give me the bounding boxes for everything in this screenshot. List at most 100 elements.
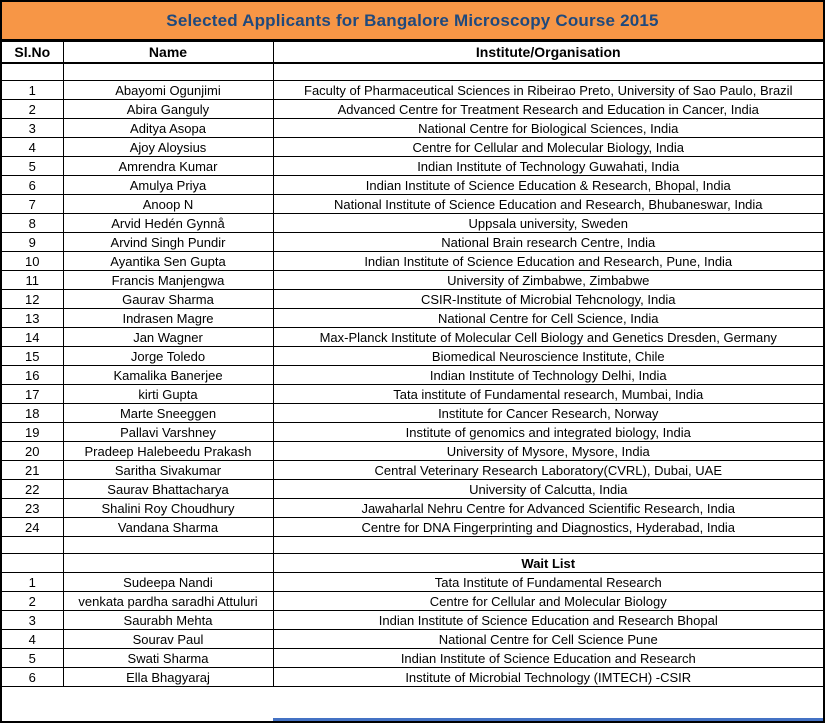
cell-slno: 11 — [2, 270, 64, 290]
cell-name: Jan Wagner — [62, 327, 274, 347]
table-row: 8 Arvid Hedén Gynnå Uppsala university, … — [2, 213, 823, 233]
cell-slno: 2 — [2, 99, 64, 119]
cell-name: Vandana Sharma — [62, 517, 274, 537]
table-row: 10 Ayantika Sen Gupta Indian Institute o… — [2, 251, 823, 271]
cell-name: Saurav Bhattacharya — [62, 479, 274, 499]
cell-institute: Indian Institute of Science Education an… — [272, 251, 823, 271]
table-row: 15 Jorge Toledo Biomedical Neuroscience … — [2, 346, 823, 366]
cell-slno: 6 — [2, 667, 64, 687]
empty-cell — [272, 536, 823, 554]
cell-slno: 1 — [2, 572, 64, 592]
cell-name: Abayomi Ogunjimi — [62, 80, 274, 100]
table-row: 21 Saritha Sivakumar Central Veterinary … — [2, 460, 823, 480]
cell-name: Aditya Asopa — [62, 118, 274, 138]
cell-name: Kamalika Banerjee — [62, 365, 274, 385]
cell-institute: National Institute of Science Education … — [272, 194, 823, 214]
cell-institute: Tata institute of Fundamental research, … — [272, 384, 823, 404]
cell-institute: Indian Institute of Technology Guwahati,… — [272, 156, 823, 176]
cell-name: Arvind Singh Pundir — [62, 232, 274, 252]
cell-institute: Indian Institute of Science Education & … — [272, 175, 823, 195]
empty-cell — [272, 62, 823, 81]
empty-cell — [2, 553, 64, 573]
cell-slno: 18 — [2, 403, 64, 423]
empty-cell — [62, 536, 274, 554]
cell-slno: 13 — [2, 308, 64, 328]
table-row: 6 Ella Bhagyaraj Institute of Microbial … — [2, 667, 823, 687]
cell-name: Ajoy Aloysius — [62, 137, 274, 157]
cell-institute: Institute of Microbial Technology (IMTEC… — [272, 667, 823, 687]
table-row: 12 Gaurav Sharma CSIR-Institute of Micro… — [2, 289, 823, 309]
table-row: 18 Marte Sneeggen Institute for Cancer R… — [2, 403, 823, 423]
cell-institute: Jawaharlal Nehru Centre for Advanced Sci… — [272, 498, 823, 518]
cell-slno: 5 — [2, 648, 64, 668]
cell-slno: 21 — [2, 460, 64, 480]
cell-slno: 22 — [2, 479, 64, 499]
cell-name: venkata pardha saradhi Attuluri — [62, 591, 274, 611]
cell-name: Indrasen Magre — [62, 308, 274, 328]
table-row: 24 Vandana Sharma Centre for DNA Fingerp… — [2, 517, 823, 537]
bottom-partial-row — [273, 718, 823, 721]
table-row: 23 Shalini Roy Choudhury Jawaharlal Nehr… — [2, 498, 823, 518]
table-row: 13 Indrasen Magre National Centre for Ce… — [2, 308, 823, 328]
table-row: 20 Pradeep Halebeedu Prakash University … — [2, 441, 823, 461]
cell-name: Pallavi Varshney — [62, 422, 274, 442]
table-row: 3 Saurabh Mehta Indian Institute of Scie… — [2, 610, 823, 630]
table-row: 5 Amrendra Kumar Indian Institute of Tec… — [2, 156, 823, 176]
cell-slno: 14 — [2, 327, 64, 347]
cell-institute: Central Veterinary Research Laboratory(C… — [272, 460, 823, 480]
table-row: 7 Anoop N National Institute of Science … — [2, 194, 823, 214]
cell-slno: 4 — [2, 629, 64, 649]
cell-institute: Centre for Cellular and Molecular Biolog… — [272, 137, 823, 157]
empty-row — [2, 536, 823, 554]
cell-slno: 20 — [2, 441, 64, 461]
table-row: 9 Arvind Singh Pundir National Brain res… — [2, 232, 823, 252]
table-row: 11 Francis Manjengwa University of Zimba… — [2, 270, 823, 290]
table-row: 4 Sourav Paul National Centre for Cell S… — [2, 629, 823, 649]
empty-cell — [2, 62, 64, 81]
table-row: 3 Aditya Asopa National Centre for Biolo… — [2, 118, 823, 138]
empty-row — [2, 62, 823, 81]
cell-slno: 3 — [2, 118, 64, 138]
cell-institute: Biomedical Neuroscience Institute, Chile — [272, 346, 823, 366]
cell-slno: 6 — [2, 175, 64, 195]
cell-institute: National Brain research Centre, India — [272, 232, 823, 252]
cell-name: Anoop N — [62, 194, 274, 214]
cell-slno: 5 — [2, 156, 64, 176]
cell-name: Jorge Toledo — [62, 346, 274, 366]
cell-slno: 17 — [2, 384, 64, 404]
cell-slno: 16 — [2, 365, 64, 385]
table-row: 2 venkata pardha saradhi Attuluri Centre… — [2, 591, 823, 611]
cell-name: Pradeep Halebeedu Prakash — [62, 441, 274, 461]
waitlist-label: Wait List — [272, 553, 823, 573]
table-row: 2 Abira Ganguly Advanced Centre for Trea… — [2, 99, 823, 119]
cell-slno: 7 — [2, 194, 64, 214]
applicants-table: Sl.No Name Institute/Organisation 1 Abay… — [2, 41, 823, 687]
waitlist-header-row: Wait List — [2, 553, 823, 573]
cell-name: Ella Bhagyaraj — [62, 667, 274, 687]
table-row: 22 Saurav Bhattacharya University of Cal… — [2, 479, 823, 499]
empty-cell — [62, 553, 274, 573]
cell-slno: 9 — [2, 232, 64, 252]
cell-name: Gaurav Sharma — [62, 289, 274, 309]
waitlist-divider-section: Wait List — [2, 536, 823, 573]
cell-slno: 4 — [2, 137, 64, 157]
cell-name: kirti Gupta — [62, 384, 274, 404]
cell-name: Saritha Sivakumar — [62, 460, 274, 480]
cell-name: Shalini Roy Choudhury — [62, 498, 274, 518]
cell-name: Ayantika Sen Gupta — [62, 251, 274, 271]
cell-institute: University of Zimbabwe, Zimbabwe — [272, 270, 823, 290]
cell-institute: Faculty of Pharmaceutical Sciences in Ri… — [272, 80, 823, 100]
cell-institute: Max-Planck Institute of Molecular Cell B… — [272, 327, 823, 347]
page-title: Selected Applicants for Bangalore Micros… — [166, 10, 659, 30]
cell-slno: 19 — [2, 422, 64, 442]
cell-slno: 12 — [2, 289, 64, 309]
cell-name: Francis Manjengwa — [62, 270, 274, 290]
cell-institute: Centre for Cellular and Molecular Biolog… — [272, 591, 823, 611]
cell-institute: Indian Institute of Science Education an… — [272, 610, 823, 630]
table-row: 6 Amulya Priya Indian Institute of Scien… — [2, 175, 823, 195]
cell-institute: University of Calcutta, India — [272, 479, 823, 499]
table-row: 1 Sudeepa Nandi Tata Institute of Fundam… — [2, 572, 823, 592]
empty-cell — [2, 536, 64, 554]
cell-name: Amrendra Kumar — [62, 156, 274, 176]
